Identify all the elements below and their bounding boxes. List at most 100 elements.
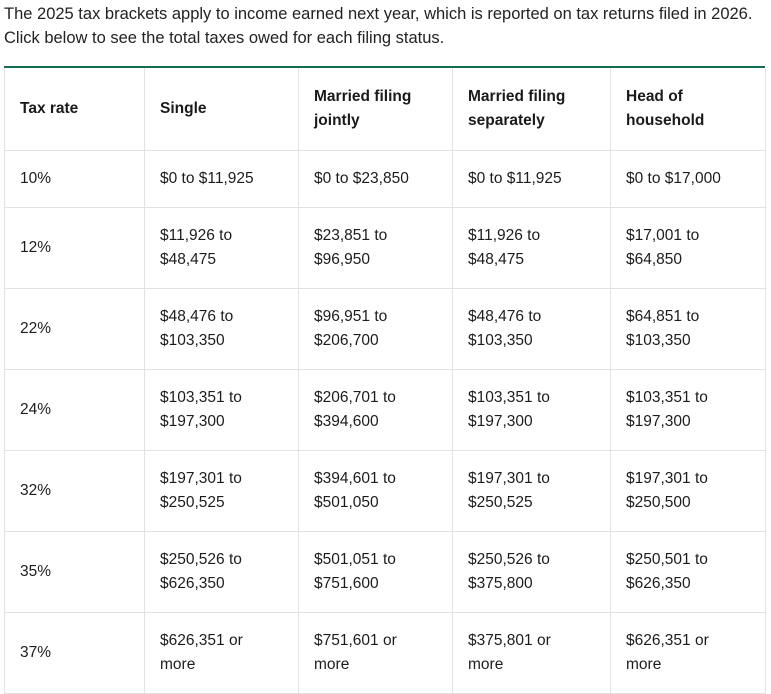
bracket-range-end: $48,475 <box>468 250 525 268</box>
bracket-range-end: more <box>160 655 196 673</box>
bracket-cell-mfj: $751,601 or more <box>298 611 453 694</box>
bracket-cell-mfs: $103,351 to $197,300 <box>452 368 611 451</box>
bracket-range-start: $206,701 to <box>314 388 396 406</box>
bracket-cell-mfs: $0 to $11,925 <box>452 149 611 208</box>
rate-value: 10% <box>20 169 52 187</box>
bracket-cell-hoh: $250,501 to $626,350 <box>610 530 766 613</box>
bracket-cell-single: $626,351 or more <box>144 611 299 694</box>
header-tax-rate: Tax rate <box>4 68 145 151</box>
bracket-cell-hoh: $197,301 to $250,500 <box>610 449 766 532</box>
bracket-range-start: $64,851 to <box>626 307 700 325</box>
bracket-range-start: $103,351 to <box>160 388 242 406</box>
bracket-range-start: $103,351 to <box>468 388 550 406</box>
bracket-range-end: $103,350 <box>468 331 533 349</box>
bracket-range-end: $48,475 <box>160 250 217 268</box>
bracket-range-end: $250,525 <box>468 493 533 511</box>
bracket-range-start: $394,601 to <box>314 469 396 487</box>
bracket-cell-mfs: $48,476 to $103,350 <box>452 287 611 370</box>
bracket-range-end: more <box>468 655 504 673</box>
bracket-range-end: $626,350 <box>160 574 225 592</box>
bracket-range-end: $751,600 <box>314 574 379 592</box>
rate-value: 32% <box>20 481 52 499</box>
bracket-cell-mfj: $206,701 to $394,600 <box>298 368 453 451</box>
bracket-range-end: $250,525 <box>160 493 225 511</box>
bracket-range-end: $626,350 <box>626 574 691 592</box>
rate-value: 37% <box>20 643 52 661</box>
bracket-range: $0 to $23,850 <box>314 169 409 187</box>
bracket-range-start: $250,501 to <box>626 550 708 568</box>
rate-value: 12% <box>20 238 52 256</box>
tax-brackets-table-container: Tax rate Single Married filing jointly M… <box>4 66 766 694</box>
bracket-range-start: $11,926 to <box>468 226 541 244</box>
bracket-cell-hoh: $64,851 to $103,350 <box>610 287 766 370</box>
bracket-range-end: $103,350 <box>626 331 691 349</box>
bracket-cell-mfj: $501,051 to $751,600 <box>298 530 453 613</box>
bracket-cell-single: $48,476 to $103,350 <box>144 287 299 370</box>
header-single: Single <box>144 68 299 151</box>
table-row: 10% $0 to $11,925 $0 to $23,850 $0 to $1… <box>4 149 766 208</box>
header-mfs-line1: Married filing <box>468 87 566 105</box>
bracket-range-start: $626,351 or <box>626 631 709 649</box>
header-mfs-line2: separately <box>468 111 545 129</box>
bracket-range-start: $17,001 to <box>626 226 700 244</box>
header-hoh-line1: Head of <box>626 87 683 105</box>
bracket-range-end: $250,500 <box>626 493 691 511</box>
bracket-cell-mfs: $250,526 to $375,800 <box>452 530 611 613</box>
table-row: 24% $103,351 to $197,300 $206,701 to $394,… <box>4 368 766 451</box>
rate-cell: 12% <box>4 206 145 289</box>
header-married-filing-separately: Married filing separately <box>452 68 611 151</box>
bracket-cell-mfj: $23,851 to $96,950 <box>298 206 453 289</box>
bracket-range-end: $197,300 <box>626 412 691 430</box>
rate-cell: 32% <box>4 449 145 532</box>
header-single-label: Single <box>160 99 207 117</box>
bracket-cell-mfj: $394,601 to $501,050 <box>298 449 453 532</box>
bracket-cell-mfs: $197,301 to $250,525 <box>452 449 611 532</box>
bracket-cell-single: $103,351 to $197,300 <box>144 368 299 451</box>
bracket-range-start: $250,526 to <box>468 550 550 568</box>
bracket-range-start: $501,051 to <box>314 550 396 568</box>
bracket-cell-mfj: $0 to $23,850 <box>298 149 453 208</box>
bracket-range: $0 to $11,925 <box>468 169 562 187</box>
bracket-range-start: $48,476 to <box>160 307 234 325</box>
bracket-cell-hoh: $17,001 to $64,850 <box>610 206 766 289</box>
bracket-cell-single: $250,526 to $626,350 <box>144 530 299 613</box>
rate-cell: 10% <box>4 149 145 208</box>
table-row: 12% $11,926 to $48,475 $23,851 to $96,950 … <box>4 206 766 289</box>
table-row: 37% $626,351 or more $751,601 or more $375… <box>4 611 766 694</box>
header-mfj-line1: Married filing <box>314 87 412 105</box>
bracket-range-start: $103,351 to <box>626 388 708 406</box>
bracket-cell-single: $0 to $11,925 <box>144 149 299 208</box>
table-row: 32% $197,301 to $250,525 $394,601 to $501,… <box>4 449 766 532</box>
rate-cell: 24% <box>4 368 145 451</box>
bracket-range-end: $394,600 <box>314 412 379 430</box>
bracket-range-start: $751,601 or <box>314 631 397 649</box>
bracket-cell-hoh: $626,351 or more <box>610 611 766 694</box>
bracket-range-start: $375,801 or <box>468 631 551 649</box>
bracket-range-end: $96,950 <box>314 250 371 268</box>
bracket-range-end: more <box>314 655 350 673</box>
bracket-range-start: $197,301 to <box>160 469 242 487</box>
table-row: 35% $250,526 to $626,350 $501,051 to $751,… <box>4 530 766 613</box>
bracket-range-end: $64,850 <box>626 250 683 268</box>
bracket-range-end: more <box>626 655 662 673</box>
rate-value: 24% <box>20 400 52 418</box>
rate-cell: 37% <box>4 611 145 694</box>
bracket-range-end: $501,050 <box>314 493 379 511</box>
header-head-of-household: Head of household <box>610 68 766 151</box>
bracket-range-end: $103,350 <box>160 331 225 349</box>
bracket-range-start: $626,351 or <box>160 631 243 649</box>
bracket-cell-single: $197,301 to $250,525 <box>144 449 299 532</box>
bracket-range-start: $11,926 to <box>160 226 233 244</box>
intro-paragraph: The 2025 tax brackets apply to income ea… <box>4 5 753 47</box>
tax-brackets-table: Tax rate Single Married filing jointly M… <box>4 68 766 694</box>
rate-value: 35% <box>20 562 52 580</box>
bracket-cell-mfs: $375,801 or more <box>452 611 611 694</box>
bracket-cell-hoh: $0 to $17,000 <box>610 149 766 208</box>
bracket-range-end: $197,300 <box>468 412 533 430</box>
bracket-cell-single: $11,926 to $48,475 <box>144 206 299 289</box>
rate-value: 22% <box>20 319 52 337</box>
bracket-range-end: $375,800 <box>468 574 533 592</box>
table-header-row: Tax rate Single Married filing jointly M… <box>4 68 766 151</box>
bracket-range-end: $197,300 <box>160 412 225 430</box>
bracket-range-end: $206,700 <box>314 331 379 349</box>
